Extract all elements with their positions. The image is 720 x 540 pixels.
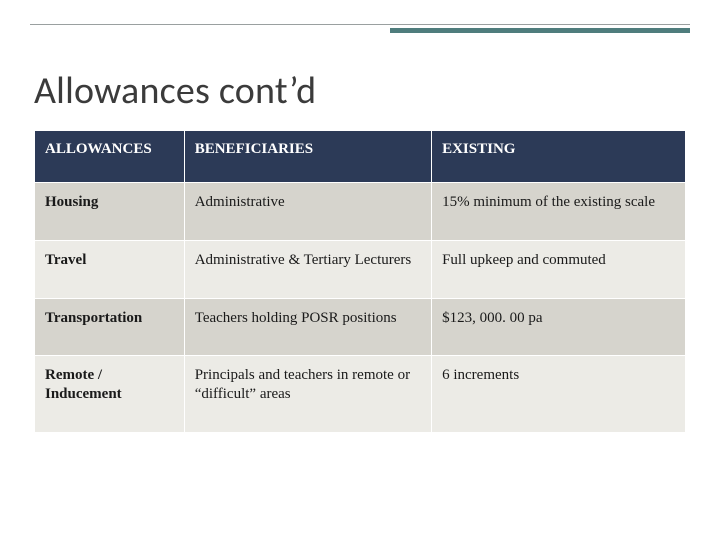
cell-allowance: Transportation: [35, 298, 185, 356]
slide-title: Allowances cont’d: [34, 68, 316, 114]
slide: Allowances cont’d ALLOWANCES BENEFICIARI…: [0, 0, 720, 540]
cell-allowance: Travel: [35, 240, 185, 298]
cell-allowance: Housing: [35, 183, 185, 241]
cell-existing: Full upkeep and commuted: [432, 240, 686, 298]
cell-beneficiaries: Administrative & Tertiary Lecturers: [184, 240, 431, 298]
cell-existing: $123, 000. 00 pa: [432, 298, 686, 356]
cell-beneficiaries: Administrative: [184, 183, 431, 241]
table-row: Transportation Teachers holding POSR pos…: [35, 298, 686, 356]
top-rule: [30, 24, 690, 34]
cell-beneficiaries: Teachers holding POSR positions: [184, 298, 431, 356]
col-header-beneficiaries: BENEFICIARIES: [184, 131, 431, 183]
table-row: Travel Administrative & Tertiary Lecture…: [35, 240, 686, 298]
table-row: Housing Administrative 15% minimum of th…: [35, 183, 686, 241]
cell-existing: 6 increments: [432, 356, 686, 433]
cell-beneficiaries: Principals and teachers in remote or “di…: [184, 356, 431, 433]
cell-allowance: Remote / Inducement: [35, 356, 185, 433]
col-header-allowances: ALLOWANCES: [35, 131, 185, 183]
table-header-row: ALLOWANCES BENEFICIARIES EXISTING: [35, 131, 686, 183]
table-row: Remote / Inducement Principals and teach…: [35, 356, 686, 433]
cell-existing: 15% minimum of the existing scale: [432, 183, 686, 241]
col-header-existing: EXISTING: [432, 131, 686, 183]
allowances-table: ALLOWANCES BENEFICIARIES EXISTING Housin…: [34, 130, 686, 433]
allowances-table-wrap: ALLOWANCES BENEFICIARIES EXISTING Housin…: [34, 130, 686, 433]
top-rule-thin: [30, 24, 690, 25]
top-rule-thick: [390, 28, 690, 33]
